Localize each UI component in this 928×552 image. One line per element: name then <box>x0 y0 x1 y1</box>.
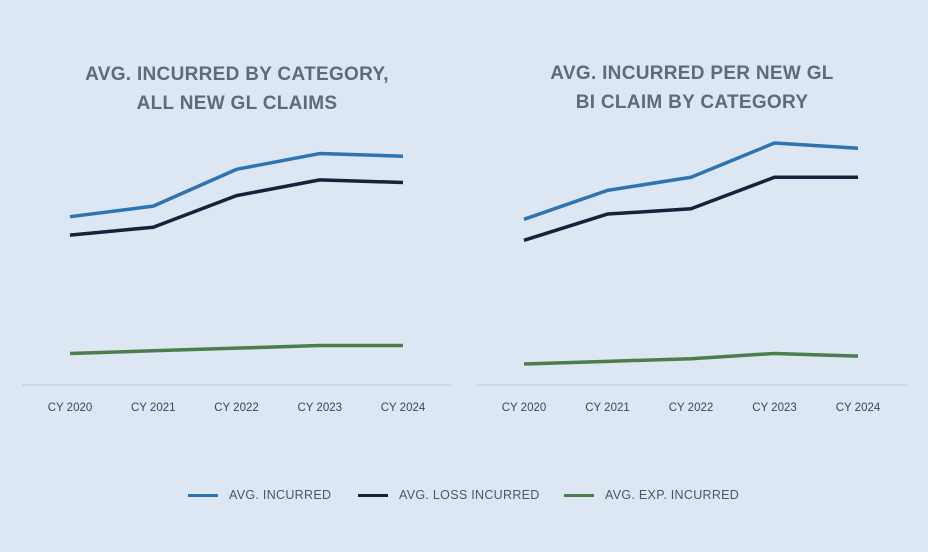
x-tick-label-left: CY 2022 <box>214 402 259 414</box>
legend-swatch-avg-exp-incurred <box>564 493 594 497</box>
legend: AVG. INCURRED AVG. LOSS INCURRED AVG. EX… <box>0 485 928 505</box>
series-line-avg-loss-incurred-right <box>523 175 858 243</box>
chart-title-right: AVG. INCURRED PER NEW GL BI CLAIM BY CAT… <box>477 59 907 117</box>
series-line-avg-incurred-right <box>523 141 859 221</box>
x-tick-label-right: CY 2022 <box>669 402 714 414</box>
x-tick-label-right: CY 2024 <box>836 402 881 414</box>
legend-swatch-avg-incurred <box>188 493 218 497</box>
legend-item-avg-loss-incurred: AVG. LOSS INCURRED <box>358 485 540 505</box>
series-line-avg-exp-incurred-right <box>523 351 859 366</box>
chart-title-left-line-2: ALL NEW GL CLAIMS <box>136 93 338 114</box>
series-line-avg-incurred-left <box>69 151 404 219</box>
legend-label-avg-loss-incurred: AVG. LOSS INCURRED <box>399 488 540 502</box>
series-line-avg-exp-incurred-left <box>69 343 403 356</box>
x-tick-label-left: CY 2024 <box>381 402 426 414</box>
series-line-avg-loss-incurred-left <box>69 178 404 237</box>
x-tick-label-right: CY 2021 <box>585 402 630 414</box>
x-tick-label-right: CY 2023 <box>752 402 797 414</box>
chart-title-left-line-1: AVG. INCURRED BY CATEGORY, <box>85 64 389 85</box>
legend-label-avg-exp-incurred: AVG. EXP. INCURRED <box>605 488 740 502</box>
legend-swatch-avg-loss-incurred <box>358 493 388 497</box>
chart-title-right-line-1: AVG. INCURRED PER NEW GL <box>550 63 834 84</box>
x-tick-label-right: CY 2020 <box>502 402 547 414</box>
x-tick-label-left: CY 2020 <box>48 402 93 414</box>
legend-item-avg-exp-incurred: AVG. EXP. INCURRED <box>564 485 739 505</box>
chart-title-left: AVG. INCURRED BY CATEGORY, ALL NEW GL CL… <box>22 60 452 118</box>
x-tick-label-left: CY 2021 <box>131 402 176 414</box>
x-tick-label-left: CY 2023 <box>297 402 342 414</box>
chart-title-right-line-2: BI CLAIM BY CATEGORY <box>575 92 809 113</box>
legend-item-avg-incurred: AVG. INCURRED <box>188 485 331 505</box>
legend-label-avg-incurred: AVG. INCURRED <box>229 488 332 502</box>
